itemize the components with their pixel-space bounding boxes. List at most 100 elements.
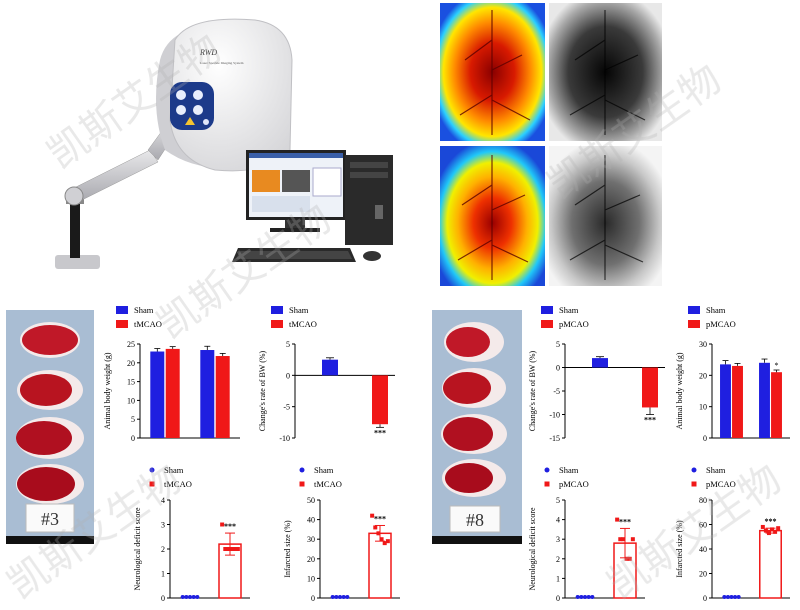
data-point xyxy=(226,547,231,551)
y-tick-label: 4 xyxy=(161,496,165,505)
y-tick-label: 25 xyxy=(127,340,135,349)
y-tick-label: 40 xyxy=(699,545,707,554)
y-tick-label: 10 xyxy=(127,396,135,405)
legend-marker xyxy=(541,306,553,314)
data-point xyxy=(760,524,765,529)
significance-label: *** xyxy=(224,522,236,531)
y-axis-label: Change's rate of BW (%) xyxy=(258,350,267,431)
significance-label: *** xyxy=(374,514,386,523)
y-axis-label: Infarcted size (%) xyxy=(283,520,292,578)
legend-marker xyxy=(299,481,305,487)
data-point xyxy=(330,595,335,599)
y-tick-label: 20 xyxy=(699,570,707,579)
data-point xyxy=(586,595,591,599)
data-point xyxy=(341,595,346,599)
legend-marker xyxy=(688,306,700,314)
legend-marker xyxy=(544,467,550,473)
data-point xyxy=(733,595,738,599)
data-point xyxy=(338,595,342,599)
y-tick-label: 0 xyxy=(161,594,165,603)
legend-marker xyxy=(541,320,553,328)
data-point xyxy=(373,525,378,530)
bar xyxy=(200,350,215,438)
data-point xyxy=(180,595,185,599)
data-point xyxy=(627,556,632,561)
legend-label: Sham xyxy=(706,465,726,475)
imaging-device-illustration: RWD Laser Speckle Imaging System xyxy=(55,18,393,269)
data-point xyxy=(382,541,387,546)
chart-t-infarct: Sham tMCAO 0 10 20 30 40 50 Infarcted size (%) **… xyxy=(283,465,400,603)
mean-bar xyxy=(759,529,782,599)
chart-t-neuro-score: Sham tMCAO 0 1 2 3 4 Neurological deficit score… xyxy=(133,465,250,603)
y-tick-label: -15 xyxy=(549,434,560,443)
y-tick-label: 2 xyxy=(161,545,165,554)
legend-marker xyxy=(149,467,155,473)
y-axis-label: Animal body weight (g) xyxy=(675,352,684,429)
y-axis-label: Infarcted size (%) xyxy=(675,520,684,578)
chart-t-bw-change: Sham tMCAO 5 0 -5 -10 Change's rate of BW (%) *… xyxy=(258,305,395,443)
slice-stack xyxy=(441,322,507,497)
data-point xyxy=(729,595,734,599)
legend-label: pMCAO xyxy=(706,319,736,329)
y-tick-label: 0 xyxy=(703,594,707,603)
y-tick-label: 0 xyxy=(703,434,707,443)
y-tick-label: 30 xyxy=(307,535,315,544)
slice-label-left: #3 xyxy=(41,509,59,529)
data-point xyxy=(195,595,200,599)
stand-pole xyxy=(70,200,80,258)
data-point xyxy=(376,531,381,536)
significance-label: *** xyxy=(644,416,656,425)
chart-p-neuro-score: Sham pMCAO 0 1 2 3 4 5 Neurological deficit scor… xyxy=(528,465,645,603)
legend-label: Sham xyxy=(164,465,184,475)
legend-label: Sham xyxy=(559,305,579,315)
legend-marker xyxy=(691,467,697,473)
legend-label: tMCAO xyxy=(314,479,342,489)
legend-label: Sham xyxy=(134,305,154,315)
data-point xyxy=(615,517,620,522)
data-point xyxy=(770,527,775,532)
legend-marker xyxy=(688,320,700,328)
legend-label: tMCAO xyxy=(134,319,162,329)
slice-stack xyxy=(16,322,84,504)
chart-t-body-weight: Sham tMCAO 0 5 10 15 20 25 Animal body weight (g… xyxy=(103,305,240,443)
data-point xyxy=(763,528,768,533)
y-tick-label: 50 xyxy=(307,496,315,505)
chart-p-infarct: Sham pMCAO 0 20 40 60 80 Infarcted size (%) *** xyxy=(675,465,790,603)
data-point xyxy=(579,595,584,599)
y-tick-label: 0 xyxy=(311,594,315,603)
legend-label: Sham xyxy=(314,465,334,475)
pc-tower xyxy=(345,155,393,245)
data-point xyxy=(776,526,781,531)
chart-p-bw-change: Sham pMCAO 5 0 -5 -10 -15 Change's rate of BW (… xyxy=(528,305,665,443)
laser-warning-icon xyxy=(185,117,195,125)
legend-marker xyxy=(271,306,283,314)
y-tick-label: 1 xyxy=(556,574,560,583)
y-tick-label: 1 xyxy=(161,570,165,579)
significance-label: *** xyxy=(765,517,777,526)
data-point xyxy=(575,595,580,599)
data-point xyxy=(334,595,339,599)
y-tick-label: 60 xyxy=(699,521,707,530)
data-point xyxy=(630,537,635,542)
slice-label-right: #8 xyxy=(466,510,484,530)
power-button-icon xyxy=(203,119,209,125)
y-tick-label: 3 xyxy=(161,521,165,530)
y-tick-label: 10 xyxy=(699,403,707,412)
y-tick-label: 5 xyxy=(556,340,560,349)
data-point xyxy=(618,537,623,542)
data-point xyxy=(736,595,741,599)
y-tick-label: 5 xyxy=(131,415,135,424)
data-point xyxy=(583,595,587,599)
data-point xyxy=(232,547,237,551)
y-axis-label: Neurological deficit score xyxy=(528,507,537,591)
data-point xyxy=(345,595,350,599)
bar xyxy=(372,375,388,425)
data-point xyxy=(235,547,240,551)
bar xyxy=(759,362,770,438)
data-point xyxy=(188,595,192,599)
bar xyxy=(642,367,658,408)
bar xyxy=(732,365,743,438)
data-point xyxy=(773,529,778,534)
bar xyxy=(322,359,338,376)
mouse xyxy=(363,251,381,261)
